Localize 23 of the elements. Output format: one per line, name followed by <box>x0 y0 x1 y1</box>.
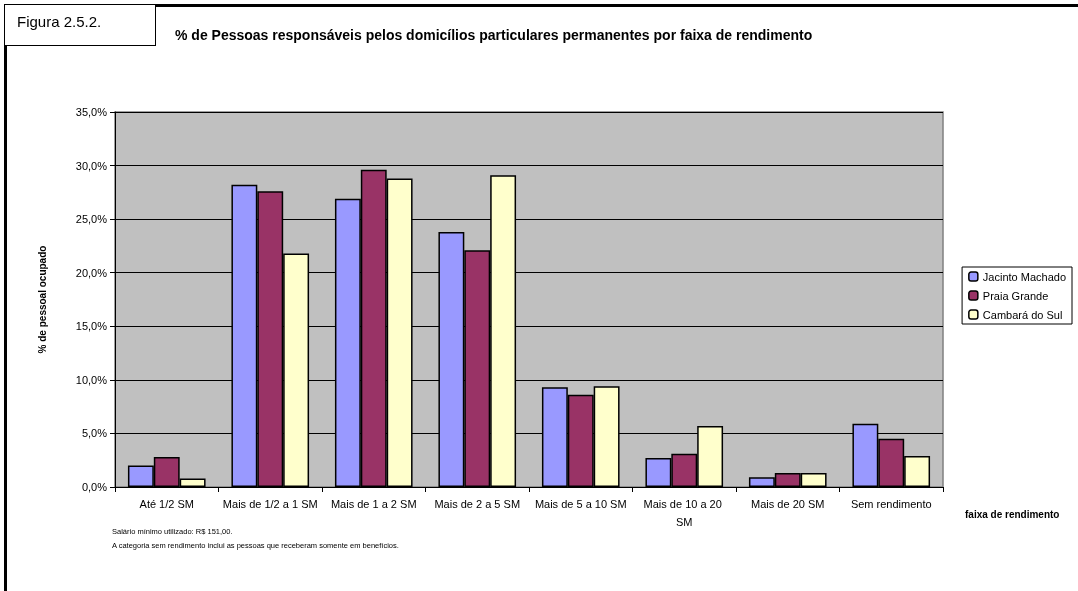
y-tick-label: 5,0% <box>81 427 108 440</box>
x-tick-label: Até 1/2 SM <box>139 498 194 510</box>
y-tick-label: 25,0% <box>75 213 108 226</box>
x-tick-label: Mais de 1 a 2 SM <box>330 498 417 510</box>
text: Figura 2.5.2. <box>4 4 156 46</box>
y-tick-label: 0,0% <box>81 481 108 493</box>
x-tick-label: Mais de 10 a 20 SM <box>643 498 725 528</box>
x-tick-label: Mais de 2 a 5 SM <box>434 498 521 510</box>
x-tick-label: Mais de 20 SM <box>751 498 825 510</box>
legend-label: Jacinto Machado <box>982 270 1067 283</box>
x-tick-label: Mais de 5 a 10 SM <box>534 498 627 510</box>
y-axis-title: % de pessoal ocupado <box>36 245 48 354</box>
y-tick-label: 30,0% <box>75 159 108 172</box>
x-tick-label: Mais de 1/2 a 1 SM <box>222 498 318 510</box>
legend-label: Cambará do Sul <box>982 308 1063 321</box>
x-axis-title: faixa de rendimento <box>965 508 1060 520</box>
y-tick-label: 15,0% <box>75 320 108 333</box>
y-tick-label: 20,0% <box>75 266 108 279</box>
y-tick-label: 35,0% <box>75 106 108 118</box>
legend-label: Praia Grande <box>982 289 1049 302</box>
x-tick-label: Sem rendimento <box>850 498 932 510</box>
chart-title: % de Pessoas responsáveis pelos domicílios particulares permanentes por faixa de rendimento <box>175 27 813 43</box>
y-tick-label: 10,0% <box>75 373 108 386</box>
